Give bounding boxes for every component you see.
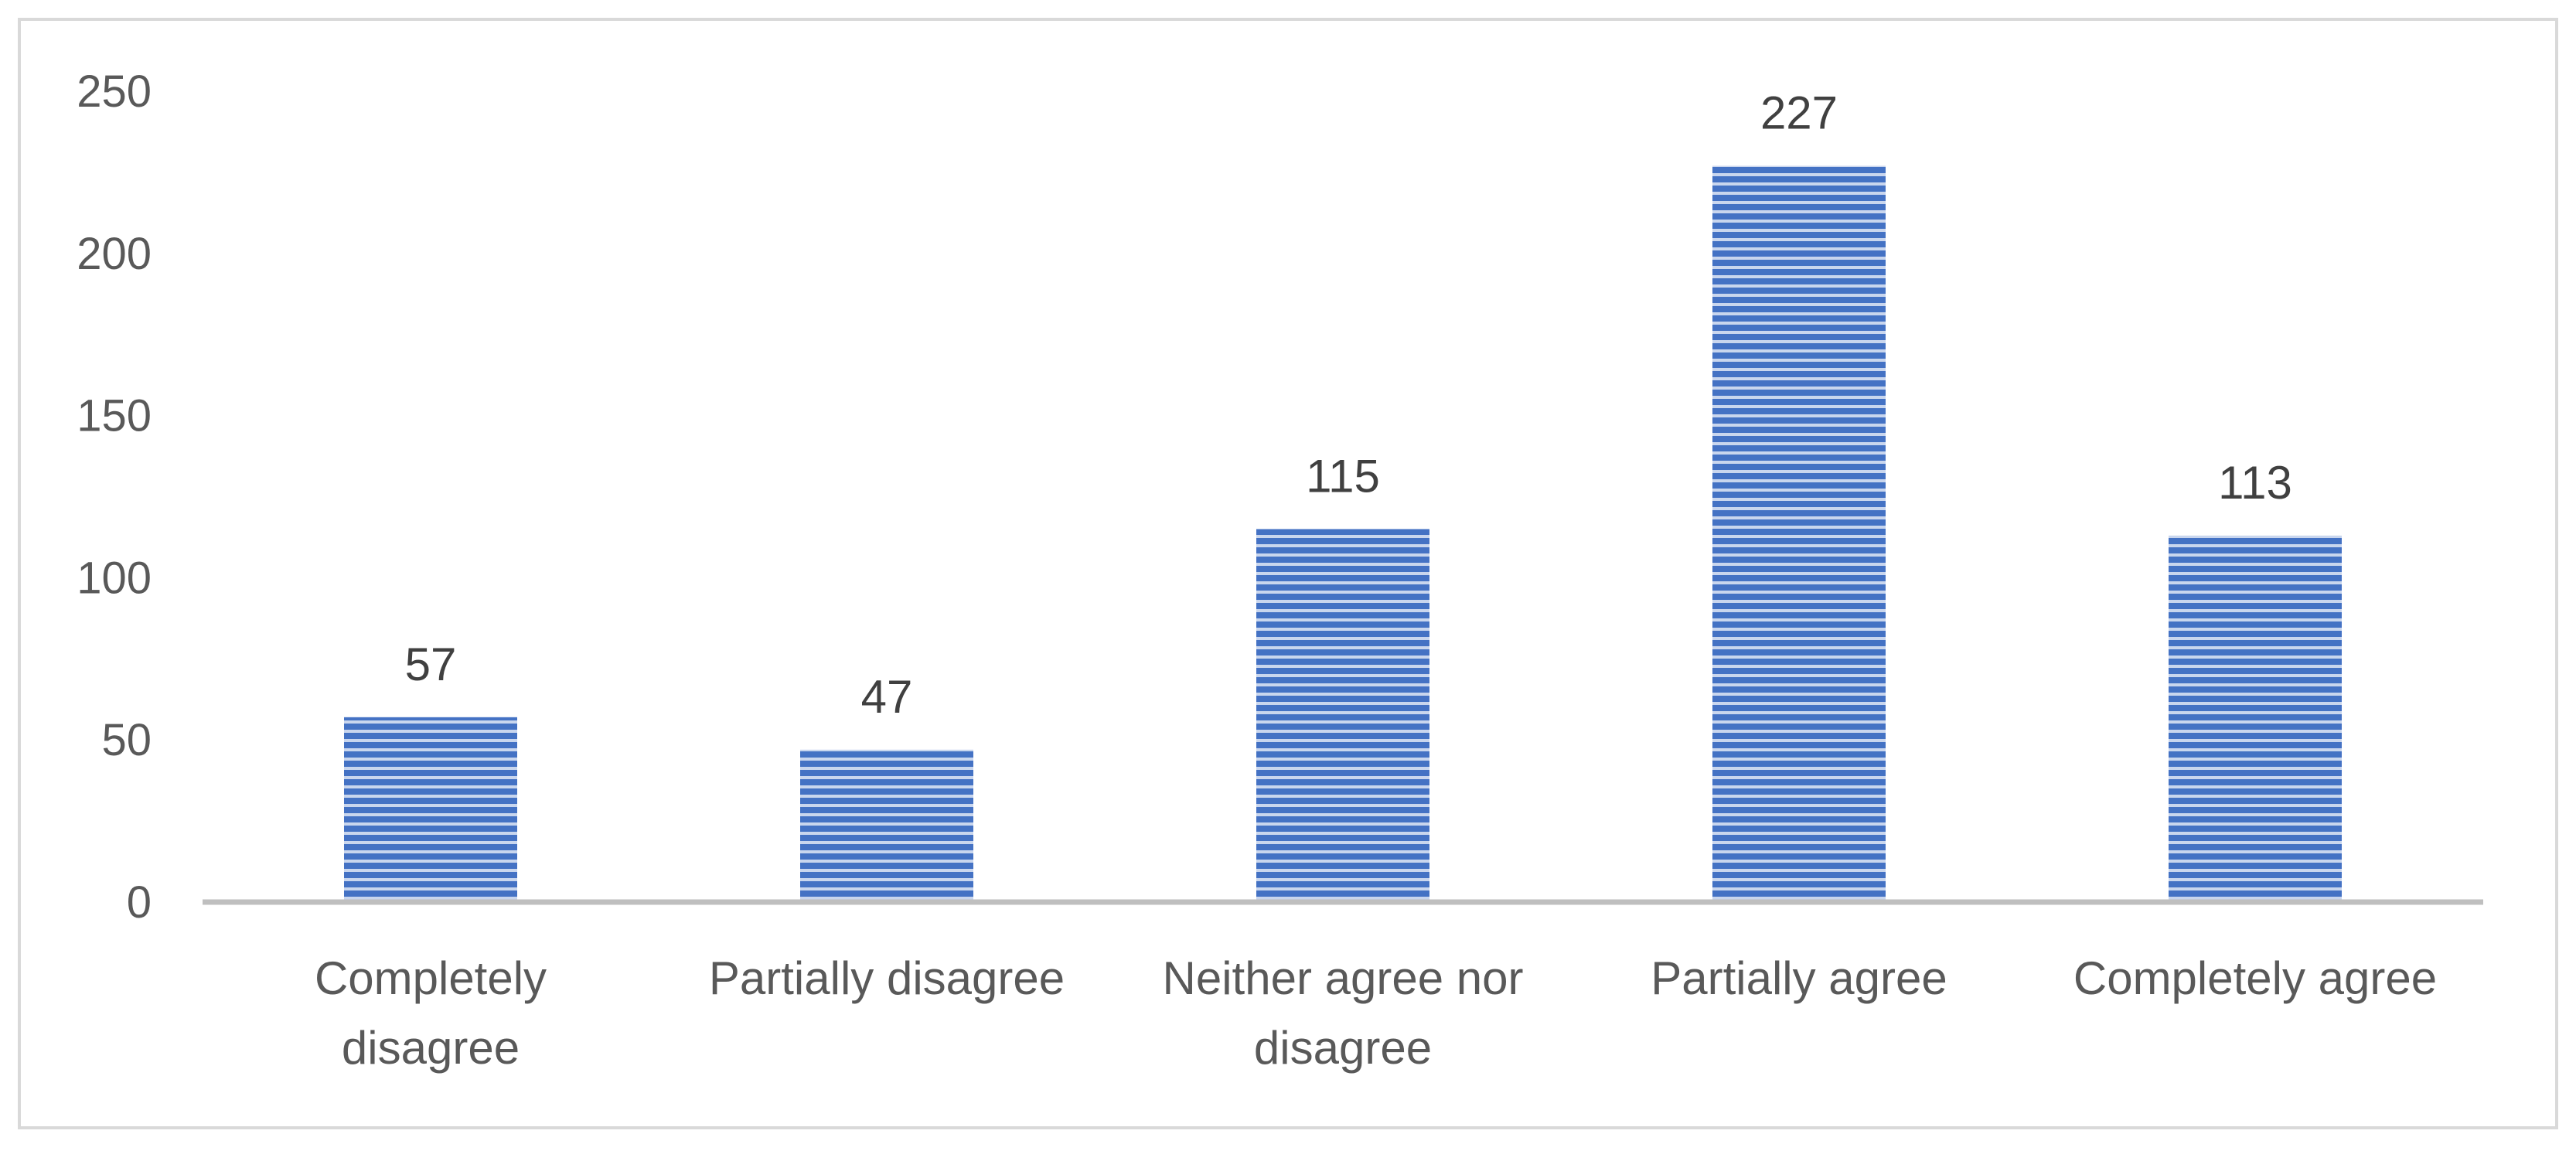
x-category-label: Partially disagree bbox=[709, 952, 1065, 1004]
bar bbox=[2169, 535, 2342, 902]
x-category-label: Completely bbox=[315, 952, 547, 1004]
bar bbox=[1256, 529, 1429, 902]
x-category-label: disagree bbox=[1254, 1022, 1432, 1074]
category-labels-group: Completely disagree Partially disagree Neit… bbox=[315, 952, 2437, 1074]
data-label: 115 bbox=[1306, 450, 1380, 502]
y-tick-label: 50 bbox=[101, 715, 152, 765]
data-label: 227 bbox=[1760, 87, 1838, 139]
x-category-label: Completely agree bbox=[2073, 952, 2437, 1004]
y-axis-ticks: 0 50 100 150 200 250 bbox=[77, 66, 152, 928]
y-tick-label: 100 bbox=[77, 553, 152, 603]
y-tick-label: 200 bbox=[77, 229, 152, 279]
y-tick-label: 0 bbox=[127, 877, 152, 928]
data-label: 47 bbox=[861, 671, 913, 723]
x-category-label: Neither agree nor bbox=[1163, 952, 1524, 1004]
bar bbox=[800, 749, 973, 902]
data-label: 113 bbox=[2218, 457, 2292, 509]
y-tick-label: 250 bbox=[77, 66, 152, 117]
data-labels-group: 57 47 115 227 113 bbox=[405, 87, 2292, 723]
data-label: 57 bbox=[405, 638, 457, 690]
x-category-label: disagree bbox=[342, 1022, 520, 1074]
bar bbox=[344, 717, 517, 902]
bar bbox=[1712, 165, 1886, 902]
x-category-label: Partially agree bbox=[1651, 952, 1947, 1004]
bars-group bbox=[344, 165, 2342, 902]
y-tick-label: 150 bbox=[77, 391, 152, 441]
